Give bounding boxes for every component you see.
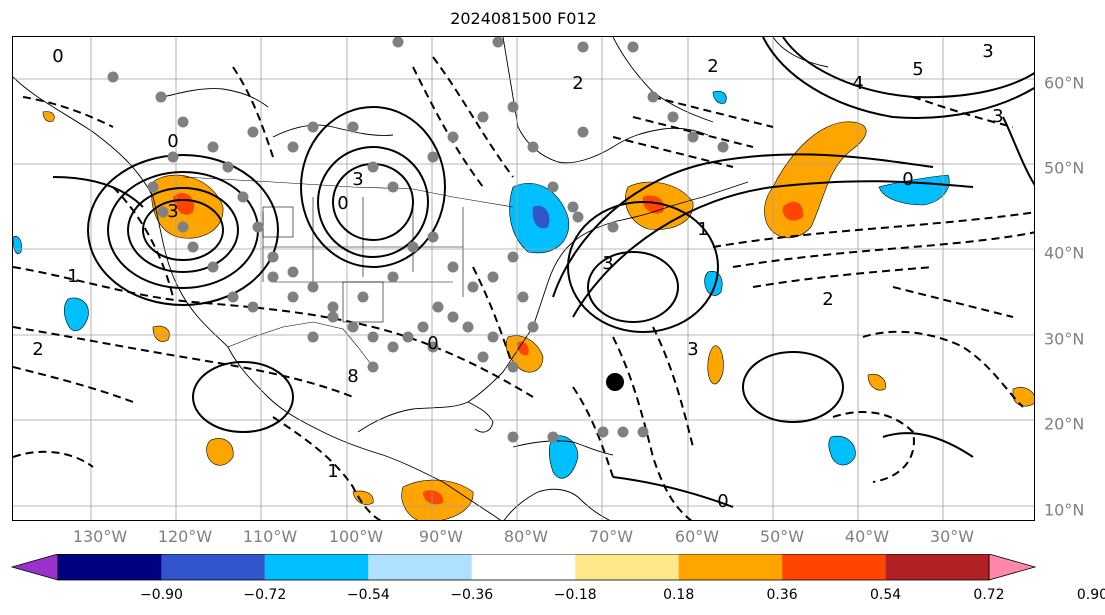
contour-label: 8 [347,366,358,387]
contour-label: 1 [327,461,338,482]
colorbar-tick-label: 0.54 [869,587,902,603]
coastlines [13,37,829,520]
station-dots [107,37,729,443]
longitude-label: 40°W [844,527,890,546]
contour-label: 1 [67,266,78,287]
colorbar-tick-label: −0.54 [346,587,390,603]
colorbar-tick-label: 0.18 [663,587,695,603]
contour-label: 4 [852,73,863,94]
contour-label: 3 [687,339,698,360]
borders [182,176,514,368]
weather-map: 3 3 3 3 3 2 2 2 2 1 1 1 0 0 0 0 0 0 5 4 8 3 [13,37,1034,520]
contour-label: 3 [982,41,993,62]
contour-label: 0 [427,333,438,354]
longitude-label: 90°W [418,527,464,546]
contour-label: 5 [912,59,923,80]
contour-label: 0 [167,131,178,152]
latitude-label: 50°N [1044,158,1085,178]
solid-contours [52,37,1034,508]
longitude-label: 120°W [157,527,213,546]
colorbar-tick-label: −0.90 [139,587,183,603]
colorbar-segment [58,554,162,580]
colorbar-segment [575,554,679,580]
colorbar-tick-label: 0.90 [1076,587,1105,603]
contour-label: 2 [572,73,583,94]
map-panel: 3 3 3 3 3 2 2 2 2 1 1 1 0 0 0 0 0 0 5 4 8 3 [12,36,1035,521]
longitude-label: 110°W [242,527,298,546]
contour-label: 3 [992,106,1003,127]
colorbar [10,554,1037,581]
colorbar-tick-label: 0.72 [973,587,1005,603]
colorbar-segment [161,554,265,580]
contour-label: 3 [167,201,178,222]
contour-labels: 3 3 3 3 3 2 2 2 2 1 1 1 0 0 0 0 0 0 5 4 8 3 [32,41,1003,512]
latitude-label: 30°N [1044,329,1085,349]
longitude-label: 80°W [503,527,549,546]
longitude-label: 30°W [929,527,975,546]
colorbar-tick-label: 0.36 [766,587,798,603]
colorbar-segment [678,554,783,580]
contour-label: 0 [902,169,913,190]
latitude-label: 40°N [1044,243,1085,263]
latitude-label: 10°N [1044,500,1085,520]
longitude-label: 70°W [588,527,634,546]
map-title: 2024081500 F012 [450,9,597,28]
colorbar-extend-high [988,554,1037,581]
colorbar-segment [885,554,989,580]
contour-label: 3 [352,169,363,190]
contour-label: 3 [602,253,613,274]
colorbar-segment [368,554,472,580]
contour-label: 0 [717,491,728,512]
dashed-contours [13,56,1034,520]
colorbar-tick-label: −0.72 [243,587,287,603]
contour-label: 2 [822,289,833,310]
latitude-label: 60°N [1044,73,1085,93]
contour-label: 2 [32,339,43,360]
contour-label: 2 [707,56,718,77]
colorbar-tick-label: −0.18 [553,587,597,603]
storm-center-marker [606,373,624,391]
longitude-label: 100°W [328,527,384,546]
colorbar-segment [471,554,576,580]
contour-label: 1 [697,219,708,240]
longitude-label: 130°W [72,527,128,546]
colorbar-segment [264,554,369,580]
graticule [13,37,1034,520]
colorbar-segment [782,554,886,580]
longitude-label: 50°W [759,527,805,546]
colorbar-tick-label: −0.36 [450,587,494,603]
latitude-label: 20°N [1044,414,1085,434]
contour-label: 0 [337,193,348,214]
contour-label: 0 [52,46,63,67]
longitude-label: 60°W [674,527,720,546]
colorbar-extend-low [10,554,59,581]
